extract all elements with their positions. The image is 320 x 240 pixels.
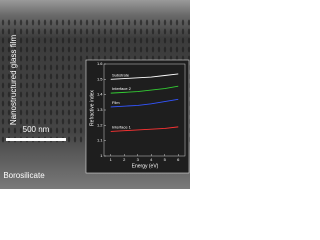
x-tick-label: 2: [123, 157, 126, 162]
series-label: Interface 2: [112, 86, 132, 91]
x-tick-label: 6: [177, 157, 180, 162]
x-tick-label: 4: [150, 157, 153, 162]
x-tick-label: 5: [164, 157, 167, 162]
y-tick-label: 1.3: [97, 107, 103, 112]
y-tick-label: 1.1: [97, 138, 103, 143]
series-line: [110, 73, 179, 80]
scale-label: 500 nm: [23, 125, 50, 134]
x-tick-label: 3: [137, 157, 140, 162]
series-line: [110, 126, 179, 132]
y-tick-label: 1.4: [97, 92, 103, 97]
figure: Nanostructured glass film 500 nm Borosil…: [0, 0, 190, 189]
x-tick-label: 1: [110, 157, 113, 162]
substrate-label: Borosilicate: [3, 171, 45, 180]
y-tick-label: 1: [100, 153, 103, 158]
series-line: [110, 85, 179, 94]
series-line: [110, 98, 179, 108]
series-label: Film: [112, 100, 120, 105]
y-axis-label: Refractive index: [89, 90, 95, 126]
y-tick-label: 1.5: [97, 76, 103, 81]
series-label: Interface 1: [112, 125, 132, 130]
y-tick-label: 1.2: [97, 122, 103, 127]
scale-bar: [6, 138, 66, 141]
series-label: Substrate: [112, 72, 130, 77]
y-tick-label: 1.6: [97, 61, 103, 66]
x-axis-label: Energy (eV): [132, 163, 159, 169]
film-label: Nanostructured glass film: [9, 35, 18, 126]
